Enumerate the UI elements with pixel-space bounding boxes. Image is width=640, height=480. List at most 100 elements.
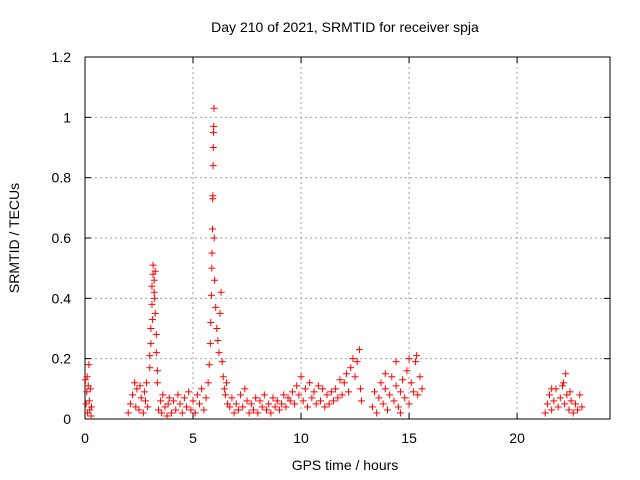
data-point <box>256 397 264 405</box>
data-point <box>566 388 574 396</box>
data-point <box>567 397 575 405</box>
data-point <box>416 373 424 381</box>
data-point <box>321 403 329 411</box>
data-point <box>165 394 173 402</box>
data-point <box>148 300 156 308</box>
data-point <box>208 225 216 233</box>
data-point <box>202 394 210 402</box>
data-point <box>150 288 158 296</box>
data-point <box>207 318 215 326</box>
data-point <box>336 376 344 384</box>
data-point <box>172 406 180 414</box>
data-point <box>148 315 156 323</box>
y-tick-label: 0.8 <box>52 170 72 186</box>
data-point <box>206 340 214 348</box>
data-point <box>349 355 357 363</box>
data-point <box>345 388 353 396</box>
data-point <box>312 400 320 408</box>
data-point <box>129 391 137 399</box>
data-point <box>81 376 89 384</box>
data-point <box>183 403 191 411</box>
data-point <box>135 406 143 414</box>
data-point <box>151 309 159 317</box>
data-point <box>558 382 566 390</box>
y-tick-label: 0.6 <box>52 230 72 246</box>
data-point <box>208 249 216 257</box>
data-point <box>280 391 288 399</box>
x-tick-label: 10 <box>293 430 309 446</box>
data-point <box>152 349 160 357</box>
data-point <box>239 403 247 411</box>
data-point <box>132 403 140 411</box>
data-point <box>548 385 556 393</box>
data-point <box>209 192 217 200</box>
data-point <box>146 352 154 360</box>
data-point <box>293 382 301 390</box>
data-point <box>159 391 167 399</box>
data-point <box>149 261 157 269</box>
data-point <box>546 391 554 399</box>
y-tick-label: 1.2 <box>52 49 72 65</box>
x-tick-labels: 0 5 10 15 20 <box>81 430 525 446</box>
data-point <box>87 412 95 420</box>
x-tick-label: 15 <box>401 430 417 446</box>
data-point <box>386 391 394 399</box>
data-point <box>141 397 149 405</box>
data-point <box>209 144 217 151</box>
data-point <box>218 358 226 366</box>
x-axis-label: GPS time / hours <box>292 457 399 473</box>
data-point <box>340 379 348 387</box>
data-point <box>207 291 215 299</box>
data-point <box>325 400 333 408</box>
data-point <box>390 397 398 405</box>
data-point <box>170 397 178 405</box>
data-point <box>210 104 218 112</box>
data-point <box>180 394 188 402</box>
data-point <box>407 379 415 387</box>
data-point <box>543 400 551 408</box>
data-point <box>392 358 400 366</box>
data-point <box>396 409 404 417</box>
data-point <box>196 400 204 408</box>
data-point <box>126 400 134 408</box>
y-tick-label: 1 <box>63 109 71 125</box>
data-point <box>208 264 216 272</box>
data-point <box>174 391 182 399</box>
data-point <box>388 373 396 381</box>
data-point <box>164 400 172 408</box>
data-point <box>258 403 266 411</box>
data-point <box>158 409 166 417</box>
data-point <box>167 409 175 417</box>
data-point <box>86 406 94 414</box>
data-point <box>304 403 312 411</box>
data-point <box>569 409 577 417</box>
data-point <box>269 394 277 402</box>
data-point <box>554 403 562 411</box>
data-point <box>295 391 303 399</box>
data-point <box>133 385 141 393</box>
data-point <box>150 276 158 284</box>
data-point <box>412 358 420 366</box>
data-point <box>327 388 335 396</box>
data-point <box>358 397 366 405</box>
data-point <box>392 382 400 390</box>
x-tick-label: 5 <box>189 430 197 446</box>
data-point <box>288 388 296 396</box>
data-point <box>252 394 260 402</box>
data-point <box>176 400 184 408</box>
data-point <box>319 385 327 393</box>
data-point <box>383 406 391 414</box>
data-point <box>267 409 275 417</box>
y-axis-label: SRMTID / TECUs <box>6 183 22 293</box>
data-point <box>418 385 426 393</box>
axis-ticks <box>84 56 610 420</box>
data-point <box>136 382 144 390</box>
data-point <box>275 406 283 414</box>
data-point <box>405 400 413 408</box>
data-point <box>185 388 193 396</box>
data-point <box>187 406 195 414</box>
data-point <box>560 379 568 387</box>
data-point <box>212 303 220 311</box>
data-point <box>271 403 279 411</box>
